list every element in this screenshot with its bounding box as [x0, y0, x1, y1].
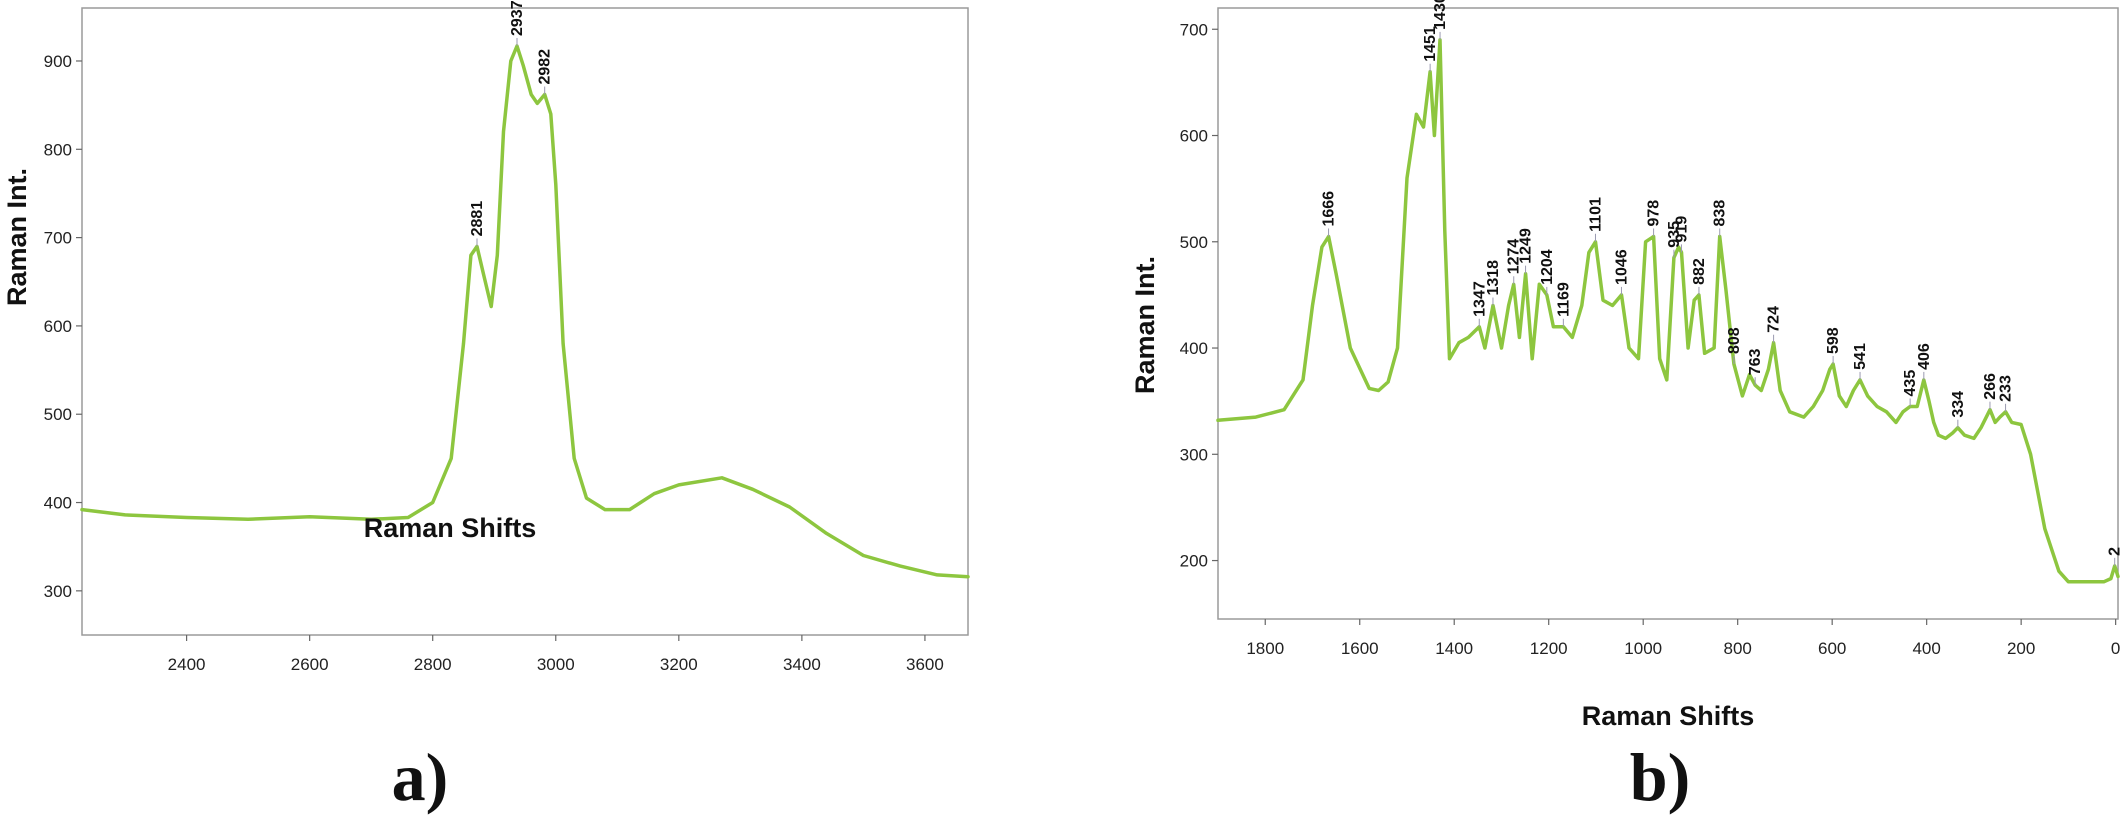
x-tick-label: 800 [1723, 639, 1751, 658]
peak-label: 233 [1998, 375, 2015, 402]
x-tick-label: 1400 [1435, 639, 1473, 658]
peak-label: 763 [1747, 348, 1764, 375]
peak-label: 1101 [1587, 197, 1604, 232]
x-tick-label: 2800 [414, 655, 452, 674]
spectrum-line-a [80, 44, 970, 579]
x-tick-label: 3200 [660, 655, 698, 674]
y-tick-label: 900 [44, 52, 72, 71]
peak-label: 1249 [1518, 228, 1535, 264]
peak-label: 541 [1852, 343, 1869, 370]
x-tick-label: 3400 [783, 655, 821, 674]
peak-label: 1430 [1432, 0, 1449, 30]
peak-label: 435 [1902, 370, 1919, 397]
peak-label: 838 [1712, 200, 1729, 227]
x-tick-label: 600 [1818, 639, 1846, 658]
x-tick-label: 1000 [1624, 639, 1662, 658]
chart-panel-a: 2400 2600 2800 3000 3200 3400 3600 300 400 500 600… [0, 0, 980, 827]
x-tick-label: 1200 [1530, 639, 1568, 658]
peak-label: 266 [1982, 373, 1999, 400]
chart-panel-b: 1800 1600 1400 1200 1000 800 600 400 200 0 200 300 4… [1120, 0, 2128, 827]
peak-label: 406 [1916, 343, 1933, 370]
y-tick-label: 700 [44, 229, 72, 248]
y-tick-label: 400 [44, 494, 72, 513]
x-tick-label: 3000 [537, 655, 575, 674]
y-tick-label: 700 [1180, 20, 1208, 39]
panel-label-a: a) [391, 739, 449, 815]
x-tick-label: 0 [2111, 639, 2120, 658]
peak-label: 2982 [537, 49, 554, 85]
y-tick-label: 300 [1180, 445, 1208, 464]
y-tick-label: 500 [44, 405, 72, 424]
x-tick-label: 2600 [291, 655, 329, 674]
peak-label: 935 [1666, 221, 1683, 248]
y-tick-label: 400 [1180, 339, 1208, 358]
peak-label: 1046 [1614, 249, 1631, 285]
y-axis-title-a: Raman Int. [2, 167, 32, 307]
x-tick-label: 400 [1912, 639, 1940, 658]
y-tick-label: 600 [44, 317, 72, 336]
peak-label: 1274 [1506, 239, 1523, 275]
y-tick-label: 800 [44, 140, 72, 159]
peak-label: 1666 [1321, 191, 1338, 227]
x-tick-label: 1800 [1246, 639, 1284, 658]
peak-label: 919 [1674, 216, 1691, 243]
x-tick-label: 1600 [1341, 639, 1379, 658]
plot-frame-b [1217, 7, 2119, 620]
peak-label: 2 [2107, 547, 2124, 556]
peak-label: 2937 [509, 0, 526, 36]
peak-label: 1204 [1539, 249, 1556, 285]
x-tick-label: 2400 [168, 655, 206, 674]
peak-label: 1451 [1422, 26, 1439, 62]
panel-label-b: b) [1629, 739, 1691, 815]
y-axis-title-b: Raman Int. [1130, 255, 1160, 395]
peak-label: 598 [1825, 327, 1842, 354]
peak-label: 334 [1950, 391, 1967, 418]
x-tick-label: 200 [2007, 639, 2035, 658]
peak-label: 2881 [469, 201, 486, 237]
peak-label: 1318 [1485, 260, 1502, 296]
y-tick-label: 300 [44, 582, 72, 601]
y-tick-label: 200 [1180, 552, 1208, 571]
peak-label: 882 [1691, 258, 1708, 285]
x-axis-title-a: Raman Shifts [363, 513, 537, 543]
raman-chart-a: 2400 2600 2800 3000 3200 3400 3600 300 400 500 600… [44, 0, 970, 674]
y-tick-label: 500 [1180, 233, 1208, 252]
x-axis-title-b: Raman Shifts [1581, 701, 1755, 731]
peak-label: 808 [1726, 327, 1743, 354]
peak-label: 978 [1646, 200, 1663, 227]
peak-label: 1169 [1555, 282, 1572, 317]
x-tick-label: 3600 [906, 655, 944, 674]
y-tick-label: 600 [1180, 127, 1208, 146]
peak-label: 1347 [1471, 281, 1488, 317]
peak-label: 724 [1766, 306, 1783, 333]
raman-chart-b: 1800 1600 1400 1200 1000 800 600 400 200 0 200 300 4… [1180, 0, 2124, 658]
